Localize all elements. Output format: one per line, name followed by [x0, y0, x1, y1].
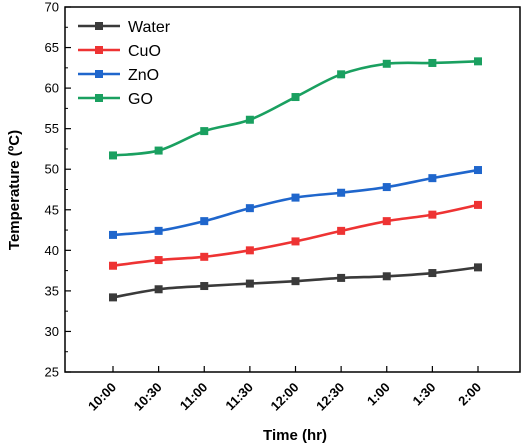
series-line-go — [112, 60, 479, 157]
data-point-zno — [200, 217, 209, 226]
data-point-water — [428, 269, 437, 278]
y-tick-label: 35 — [45, 283, 59, 298]
series-line-zno — [112, 168, 479, 237]
x-tick-label: 1:30 — [409, 380, 438, 409]
series-cuo — [109, 200, 482, 270]
data-point-go — [337, 70, 346, 79]
x-tick-label: 12:30 — [313, 380, 347, 414]
legend-label-go: GO — [128, 91, 153, 108]
data-point-go — [382, 59, 391, 68]
data-point-cuo — [337, 226, 346, 235]
y-tick-label: 25 — [45, 365, 59, 380]
data-point-cuo — [245, 246, 254, 255]
y-axis-ticks: 25 30 35 40 45 50 55 60 65 70 — [45, 0, 71, 380]
legend-item-water: Water — [78, 19, 171, 36]
legend-label-cuo: CuO — [128, 43, 161, 60]
data-point-go — [200, 127, 209, 136]
x-tick-label: 12:00 — [268, 380, 302, 414]
data-point-cuo — [154, 256, 163, 265]
data-point-go — [474, 57, 482, 66]
data-point-water — [291, 277, 300, 286]
x-axis-ticks: 10:00 10:30 11:00 11:30 12:00 12:30 1:00 1:30 2:… — [85, 366, 484, 414]
legend-item-go: GO — [78, 91, 153, 108]
y-tick-label: 70 — [45, 0, 59, 15]
data-point-zno — [337, 188, 346, 197]
legend-marker-go — [95, 94, 103, 102]
data-point-zno — [109, 230, 117, 239]
data-point-cuo — [382, 217, 391, 226]
data-point-go — [154, 146, 163, 155]
data-point-cuo — [291, 237, 300, 246]
x-tick-label: 10:30 — [131, 380, 165, 414]
y-tick-label: 60 — [45, 81, 59, 96]
data-point-water — [337, 273, 346, 282]
x-tick-label: 11:00 — [177, 380, 211, 414]
data-point-water — [245, 279, 254, 288]
legend-label-water: Water — [128, 19, 171, 36]
y-tick-label: 30 — [45, 324, 59, 339]
y-tick-label: 50 — [45, 162, 59, 177]
data-point-go — [428, 58, 437, 67]
legend-label-zno: ZnO — [128, 67, 159, 84]
data-point-water — [154, 285, 163, 294]
data-point-water — [474, 263, 482, 272]
y-axis-title: Temperature (ºC) — [6, 130, 23, 250]
x-tick-label: 2:00 — [455, 380, 484, 409]
series-zno — [109, 166, 482, 239]
series-go — [109, 57, 482, 160]
y-tick-label: 55 — [45, 121, 59, 136]
legend-item-zno: ZnO — [78, 67, 159, 84]
data-point-cuo — [428, 210, 437, 219]
data-point-zno — [245, 204, 254, 213]
data-point-cuo — [474, 200, 482, 209]
x-tick-label: 11:30 — [222, 380, 256, 414]
data-point-go — [291, 93, 300, 102]
data-point-zno — [428, 174, 437, 183]
data-point-zno — [382, 183, 391, 192]
data-point-cuo — [200, 252, 209, 261]
data-point-water — [382, 272, 391, 281]
x-tick-label: 1:00 — [364, 380, 393, 409]
data-point-zno — [154, 226, 163, 235]
y-tick-label: 45 — [45, 202, 59, 217]
y-tick-label: 40 — [45, 243, 59, 258]
legend-marker-cuo — [95, 46, 103, 54]
data-point-zno — [474, 166, 482, 175]
series-layer — [109, 57, 482, 302]
legend-marker-zno — [95, 70, 103, 78]
x-axis-title: Time (hr) — [263, 427, 327, 444]
data-point-water — [109, 293, 117, 302]
series-water — [109, 263, 482, 302]
data-point-go — [109, 151, 117, 160]
x-tick-label: 10:00 — [85, 380, 119, 414]
data-point-go — [245, 115, 254, 124]
legend-item-cuo: CuO — [78, 43, 161, 60]
data-point-cuo — [109, 261, 117, 270]
series-line-cuo — [112, 203, 479, 268]
legend-marker-water — [95, 22, 103, 30]
data-point-water — [200, 282, 209, 291]
legend: Water CuO ZnO GO — [78, 19, 171, 108]
y-tick-label: 65 — [45, 40, 59, 55]
data-point-zno — [291, 193, 300, 202]
